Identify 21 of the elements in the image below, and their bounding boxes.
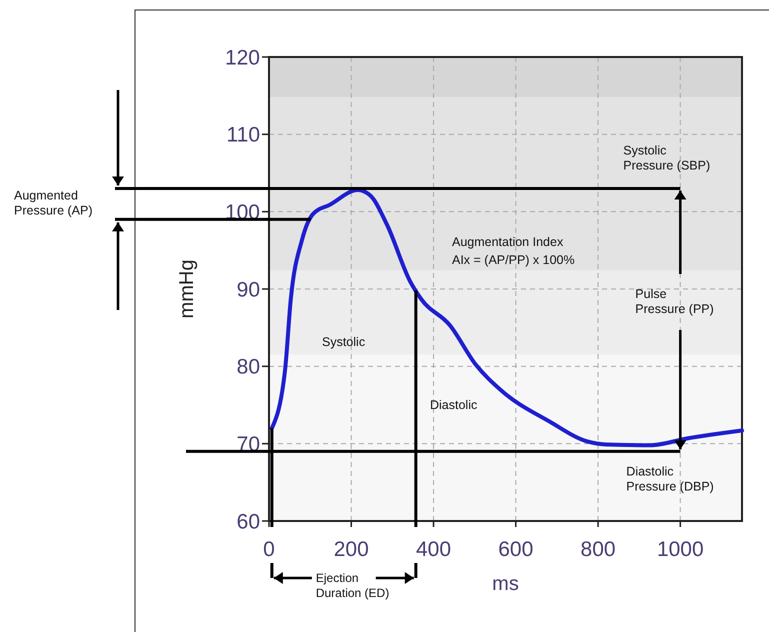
y-tick-label: 80 bbox=[236, 356, 260, 379]
legend-label: Diastolic Pressure (DBP) bbox=[626, 464, 714, 494]
text: Ejection Duration (ED) bbox=[316, 571, 390, 600]
y-tick-label: 90 bbox=[236, 278, 260, 302]
annotation: Diastolic bbox=[430, 398, 478, 412]
y-tick-label: 60 bbox=[236, 510, 260, 534]
x-tick-label: 1000 bbox=[656, 538, 704, 561]
ref-line-label: Systolic Pressure (SBP) bbox=[623, 143, 710, 172]
x-axis-title: ms bbox=[492, 573, 519, 595]
annotation: Augmentation Index AIx = (AP/PP) x 100% bbox=[452, 235, 575, 267]
ref-line-label: Augmented Pressure (AP) bbox=[14, 188, 92, 218]
annotation: Systolic bbox=[322, 335, 366, 349]
y-tick-label: 120 bbox=[224, 46, 260, 70]
x-tick-label: 600 bbox=[498, 538, 534, 561]
x-tick-label: 400 bbox=[416, 538, 452, 561]
y-tick-label: 110 bbox=[226, 124, 260, 147]
x-tick-label: 800 bbox=[580, 538, 616, 561]
x-tick-label: 200 bbox=[334, 538, 369, 561]
annotation: Pulse Pressure (PP) bbox=[635, 287, 714, 316]
x-tick-label: 0 bbox=[263, 538, 275, 561]
y-axis-title: mmHg bbox=[176, 260, 198, 318]
